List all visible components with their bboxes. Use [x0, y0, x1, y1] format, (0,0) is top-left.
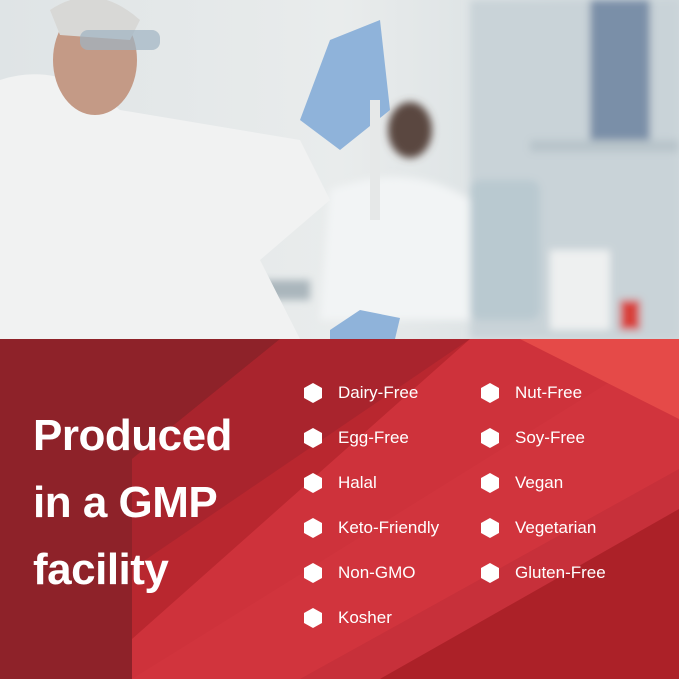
feature-item: Vegetarian: [481, 516, 596, 540]
headline-line: in a GMP: [33, 478, 218, 527]
feature-item: Egg-Free: [304, 426, 409, 450]
hexagon-icon: [304, 428, 322, 448]
headline-line: facility: [33, 545, 169, 594]
feature-label: Vegetarian: [515, 518, 597, 537]
hexagon-icon: [481, 383, 499, 403]
feature-item: Soy-Free: [481, 426, 585, 450]
hexagon-icon: [481, 473, 499, 493]
hexagon-icon: [304, 608, 322, 628]
feature-label: Egg-Free: [338, 428, 409, 447]
headline: Produced in a GMP facility: [33, 402, 232, 603]
feature-label: Soy-Free: [515, 428, 585, 447]
feature-item: Non-GMO: [304, 561, 415, 585]
hexagon-icon: [304, 518, 322, 538]
feature-label: Non-GMO: [338, 563, 416, 582]
hexagon-icon: [481, 518, 499, 538]
feature-label: Vegan: [515, 473, 564, 492]
feature-label: Halal: [338, 473, 377, 492]
feature-item: Keto-Friendly: [304, 516, 439, 540]
feature-item: Kosher: [304, 606, 392, 630]
hexagon-icon: [304, 473, 322, 493]
hexagon-icon: [304, 383, 322, 403]
feature-label: Nut-Free: [515, 383, 583, 402]
headline-line: Produced: [33, 411, 232, 460]
feature-label: Gluten-Free: [515, 563, 606, 582]
hexagon-icon: [304, 563, 322, 583]
feature-label: Dairy-Free: [338, 383, 419, 402]
hexagon-icon: [481, 428, 499, 448]
feature-item: Nut-Free: [481, 381, 582, 405]
feature-label: Kosher: [338, 608, 392, 627]
feature-item: Halal: [304, 471, 377, 495]
red-feature-panel: [0, 339, 679, 679]
feature-label: Keto-Friendly: [338, 518, 440, 537]
feature-item: Vegan: [481, 471, 563, 495]
lab-scientist-photo: [0, 0, 679, 339]
hexagon-icon: [481, 563, 499, 583]
feature-item: Gluten-Free: [481, 561, 606, 585]
feature-item: Dairy-Free: [304, 381, 418, 405]
